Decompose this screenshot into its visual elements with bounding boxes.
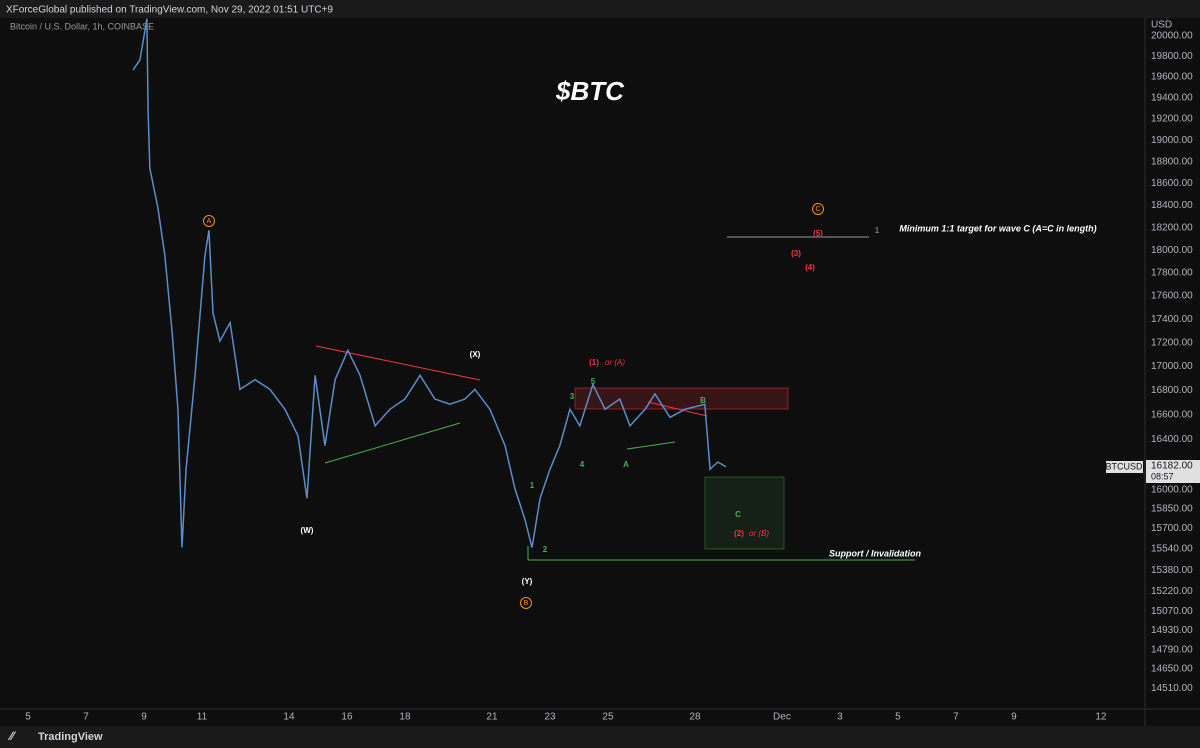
y-tick-label: 15070.00 — [1151, 606, 1193, 617]
x-tick-label: 9 — [141, 712, 147, 723]
annotation: (2) — [734, 529, 744, 538]
annotation: Minimum 1:1 target for wave C (A=C in le… — [899, 223, 1096, 233]
countdown: 08:57 — [1151, 471, 1174, 481]
annotation: 1 — [530, 481, 535, 490]
x-tick-label: 9 — [1011, 712, 1017, 723]
y-tick-label: 17600.00 — [1151, 291, 1193, 302]
price-line — [132, 18, 727, 548]
annotation: 1 — [875, 226, 880, 235]
trend-line — [315, 345, 481, 381]
x-tick-label: 18 — [399, 712, 411, 723]
x-tick-label: 25 — [602, 712, 614, 723]
y-tick-label: 18400.00 — [1151, 200, 1193, 211]
annotation: or (A) — [605, 358, 625, 367]
annotation: B — [524, 600, 529, 607]
y-tick-label: 17400.00 — [1151, 314, 1193, 325]
x-tick-label: 23 — [544, 712, 556, 723]
y-tick-label: 14510.00 — [1151, 683, 1193, 694]
annotation: C — [815, 206, 820, 213]
y-tick-label: 19800.00 — [1151, 51, 1193, 62]
y-tick-label: 15220.00 — [1151, 586, 1193, 597]
symbol: BTCUSD — [1105, 461, 1143, 471]
annotation: 4 — [580, 460, 585, 469]
y-tick-label: 19200.00 — [1151, 114, 1193, 125]
x-tick-label: 28 — [689, 712, 701, 723]
annotation: A — [623, 460, 629, 469]
y-tick-label: 17200.00 — [1151, 337, 1193, 348]
y-tick-label: 18000.00 — [1151, 245, 1193, 256]
x-tick-label: 7 — [953, 712, 959, 723]
logo: ⁄⁄ — [7, 729, 17, 743]
x-tick-label: 21 — [486, 712, 498, 723]
x-tick-label: 5 — [25, 712, 31, 723]
annotation: (5) — [813, 229, 823, 238]
y-tick-label: 15700.00 — [1151, 523, 1193, 534]
y-tick-label: 18200.00 — [1151, 222, 1193, 233]
x-tick-label: 7 — [83, 712, 89, 723]
resistance-zone — [574, 387, 789, 410]
header-bar — [0, 0, 1200, 18]
footer-bar — [0, 726, 1200, 748]
y-tick-label: 18800.00 — [1151, 156, 1193, 167]
x-tick-label: 3 — [837, 712, 843, 723]
x-tick-label: 14 — [283, 712, 295, 723]
y-tick-label: 18600.00 — [1151, 178, 1193, 189]
x-tick-label: 11 — [197, 712, 208, 723]
annotation: (3) — [791, 249, 801, 258]
wave-circle — [520, 597, 532, 609]
x-tick-label: Dec — [773, 712, 791, 723]
annotation: 5 — [591, 377, 596, 386]
annotation: 3 — [570, 392, 575, 401]
y-tick-label: 17800.00 — [1151, 268, 1193, 279]
target-zone — [704, 476, 785, 550]
last-price: 16182.00 — [1151, 461, 1193, 472]
wave-circle — [203, 215, 215, 227]
subtitle: Bitcoin / U.S. Dollar, 1h, COINBASE — [10, 21, 154, 31]
y-tick-label: 15850.00 — [1151, 504, 1193, 515]
y-tick-label: 19400.00 — [1151, 93, 1193, 104]
wave-circle — [812, 203, 824, 215]
y-tick-label: 17000.00 — [1151, 361, 1193, 372]
y-tick-label: 16400.00 — [1151, 434, 1193, 445]
annotation: B — [700, 396, 706, 405]
x-tick-label: 5 — [895, 712, 901, 723]
trend-line — [626, 441, 676, 450]
y-tick-label: 15380.00 — [1151, 565, 1193, 576]
chart-title: $BTC — [555, 76, 625, 106]
y-axis-label: USD — [1151, 20, 1172, 31]
y-tick-label: 16600.00 — [1151, 410, 1193, 421]
annotation: (1) — [589, 358, 599, 367]
y-tick-label: 19600.00 — [1151, 72, 1193, 83]
annotation: 2 — [543, 545, 548, 554]
annotation: (W) — [301, 526, 314, 535]
y-tick-label: 14650.00 — [1151, 664, 1193, 675]
annotation: (4) — [805, 263, 815, 272]
header: XForceGlobal published on TradingView.co… — [6, 5, 333, 16]
symbol-tag — [1106, 461, 1143, 473]
x-tick-label: 12 — [1095, 712, 1107, 723]
footer: TradingView — [38, 731, 103, 743]
annotation: or (B) — [749, 529, 769, 538]
y-tick-label: 14790.00 — [1151, 644, 1193, 655]
trend-line — [324, 422, 461, 464]
annotation: Support / Invalidation — [829, 548, 922, 558]
annotation: C — [735, 510, 741, 519]
y-tick-label: 19000.00 — [1151, 135, 1193, 146]
price-tag — [1146, 460, 1200, 483]
annotation: A — [207, 218, 212, 225]
y-tick-label: 20000.00 — [1151, 31, 1193, 42]
annotation: (X) — [470, 350, 481, 359]
y-tick-label: 14930.00 — [1151, 625, 1193, 636]
y-tick-label: 16000.00 — [1151, 484, 1193, 495]
x-tick-label: 16 — [341, 712, 353, 723]
annotation: (Y) — [522, 577, 533, 586]
y-tick-label: 16800.00 — [1151, 385, 1193, 396]
y-tick-label: 15540.00 — [1151, 544, 1193, 555]
